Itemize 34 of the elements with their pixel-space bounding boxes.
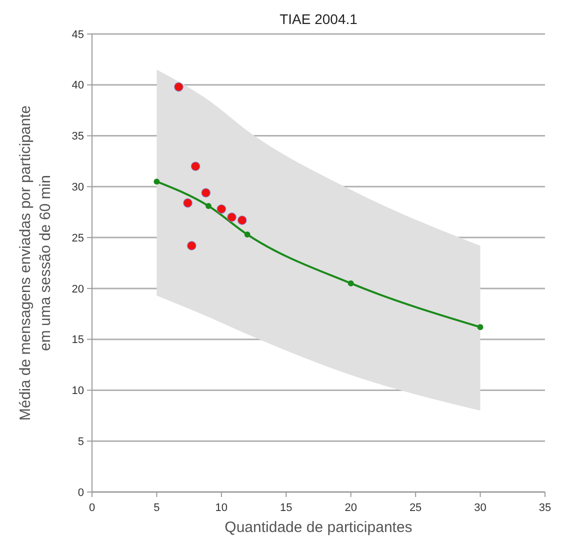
y-tick-label: 15 bbox=[72, 334, 84, 346]
point bbox=[244, 232, 250, 238]
x-tick-label: 30 bbox=[474, 502, 486, 514]
x-tick-label: 20 bbox=[344, 502, 357, 514]
point bbox=[183, 198, 192, 208]
x-axis-title: Quantidade de participantes bbox=[224, 519, 412, 536]
x-tick-label: 35 bbox=[538, 502, 552, 514]
point bbox=[190, 162, 200, 171]
y-tick-label: 20 bbox=[72, 283, 84, 296]
point bbox=[154, 178, 160, 185]
y-tick-label: 30 bbox=[72, 182, 84, 194]
x-tick-label: 15 bbox=[280, 502, 292, 514]
y-tick-label: 40 bbox=[72, 80, 84, 92]
x-tick-label: 10 bbox=[215, 502, 228, 514]
point bbox=[174, 82, 184, 92]
y-tick-label: 45 bbox=[72, 28, 84, 41]
chart-title: TIAE 2004.1 bbox=[280, 11, 358, 27]
point bbox=[201, 188, 211, 198]
point bbox=[348, 280, 354, 286]
y-tick-label: 0 bbox=[78, 486, 84, 499]
point bbox=[237, 216, 247, 225]
y-tick-label: 5 bbox=[78, 436, 84, 448]
point bbox=[227, 212, 236, 222]
y-axis-title: Média de mensagens enviadas por participante em uma sessão de 60 min bbox=[17, 105, 54, 421]
x-tick-label: 25 bbox=[409, 502, 422, 514]
point bbox=[216, 204, 226, 214]
y-tick-label: 25 bbox=[72, 232, 84, 244]
y-tick-label: 10 bbox=[72, 385, 84, 398]
point bbox=[206, 203, 212, 209]
x-tick-label: 5 bbox=[154, 502, 160, 514]
y-tick-label: 35 bbox=[72, 130, 84, 143]
x-tick-label: 0 bbox=[88, 502, 96, 514]
point bbox=[186, 241, 196, 250]
point bbox=[477, 324, 484, 330]
